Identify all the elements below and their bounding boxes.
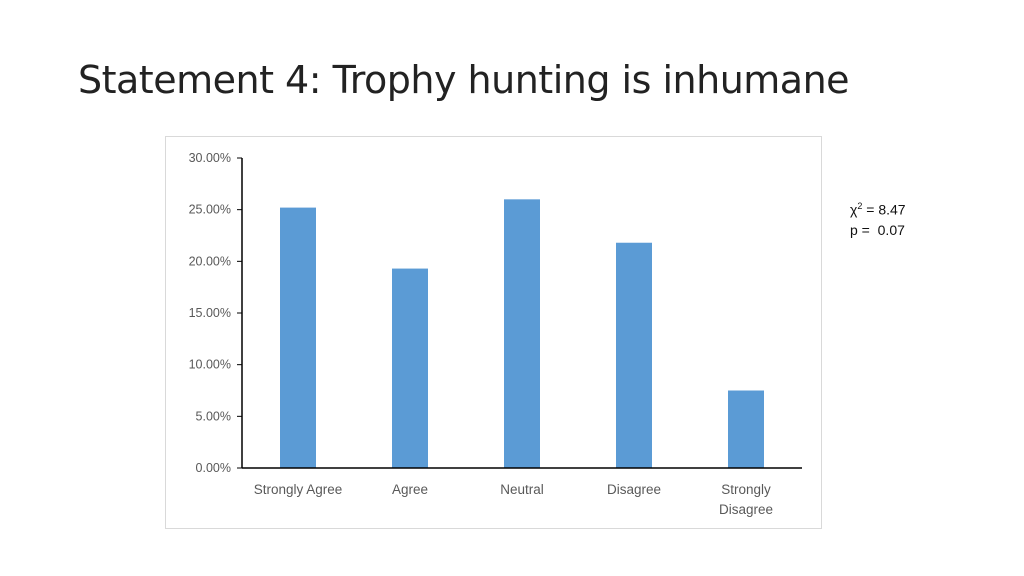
x-tick-label: Strongly Disagree xyxy=(719,482,773,517)
chi-symbol: χ xyxy=(850,201,858,218)
y-tick-label: 10.00% xyxy=(189,358,231,372)
bar xyxy=(392,268,428,468)
bar xyxy=(728,390,764,468)
x-tick-label: Strongly Agree xyxy=(254,482,343,497)
y-tick-label: 30.00% xyxy=(189,151,231,165)
y-tick-label: 5.00% xyxy=(196,409,231,423)
chi-square-row: χ2 = 8.47 xyxy=(850,196,906,220)
p-value-row: p = 0.07 xyxy=(850,220,906,240)
p-label: p = xyxy=(850,221,870,238)
chart-frame: 0.00% 5.00% 10.00% 15.00% 20.00% 25.00% 30.00%… xyxy=(165,136,822,529)
y-tick-label: 0.00% xyxy=(196,461,231,475)
y-tick-label: 25.00% xyxy=(189,203,231,217)
bar xyxy=(504,199,540,469)
bar-chart: 0.00% 5.00% 10.00% 15.00% 20.00% 25.00% 30.00%… xyxy=(189,151,802,517)
x-tick-label: Agree xyxy=(392,482,428,497)
x-tick-label: Disagree xyxy=(607,482,661,497)
y-tick-label: 20.00% xyxy=(189,254,231,268)
y-tick-label: 15.00% xyxy=(189,306,231,320)
bar xyxy=(280,207,316,468)
bar xyxy=(616,242,652,468)
chi-square-stats: χ2 = 8.47 p = 0.07 xyxy=(850,196,906,240)
chi-superscript: 2 xyxy=(857,201,863,211)
chi-square-value: = 8.47 xyxy=(866,201,906,218)
x-tick-label: Neutral xyxy=(500,482,544,497)
slide-title: Statement 4: Trophy hunting is inhumane xyxy=(78,58,850,102)
p-value: 0.07 xyxy=(877,221,905,238)
